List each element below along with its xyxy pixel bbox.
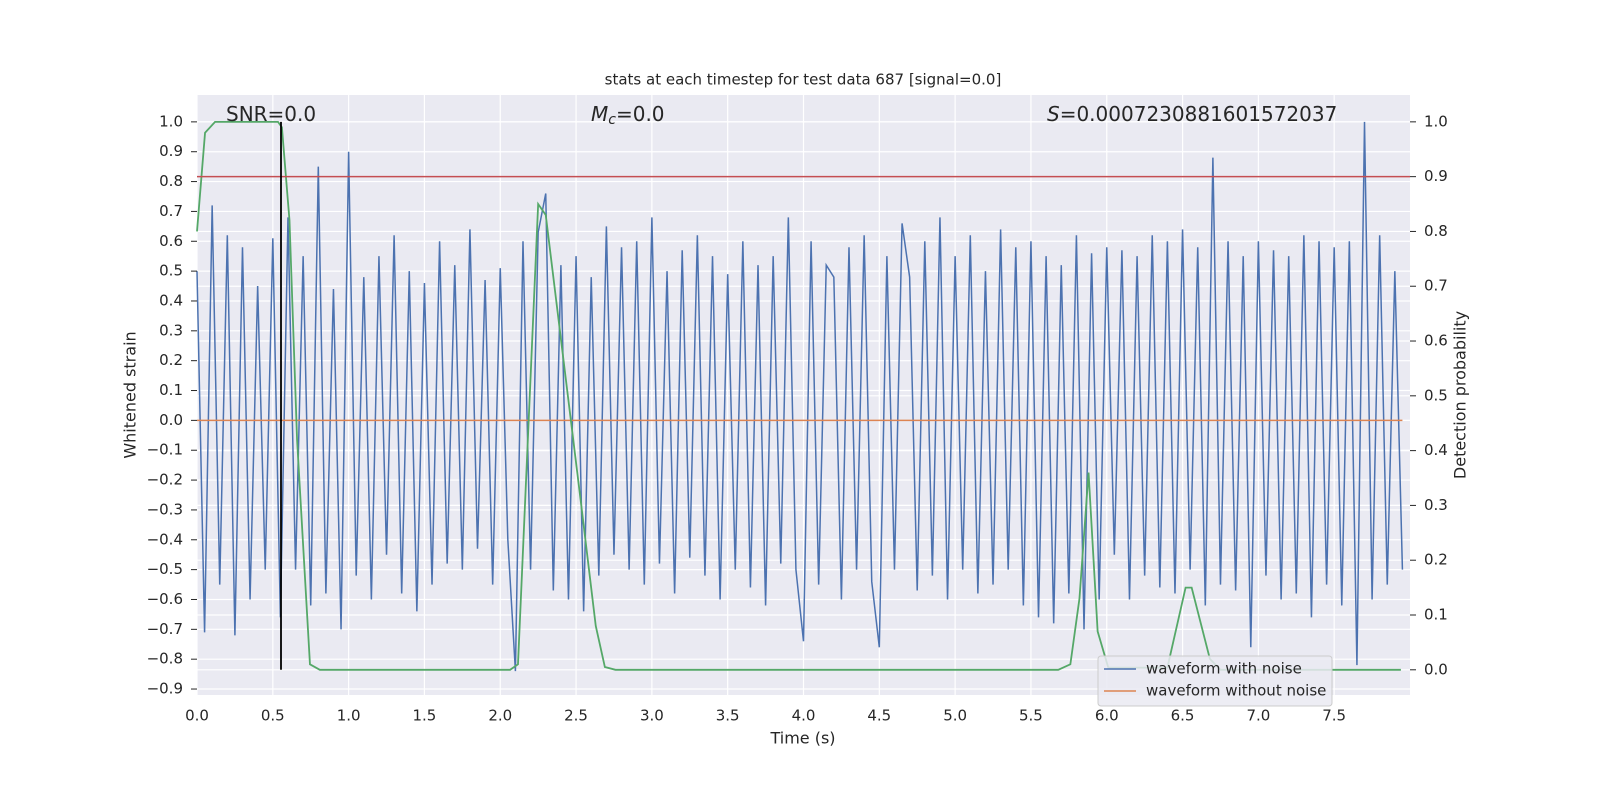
annotation-subscript: c <box>608 112 616 128</box>
y2-tick-label: 0.8 <box>1424 222 1448 240</box>
annotation-symbol: M <box>591 102 608 126</box>
y-tick-label: −0.3 <box>147 500 183 518</box>
x-tick-label: 5.0 <box>943 707 967 725</box>
x-tick-label: 3.5 <box>716 707 740 725</box>
y-tick-label: 0.7 <box>159 202 183 220</box>
y2-axis-label: Detection probability <box>1451 311 1470 479</box>
annotation-text: =0.0007230881601572037 <box>1060 102 1338 126</box>
y2-tick-label: 0.0 <box>1424 660 1448 678</box>
marks <box>196 120 1410 672</box>
series-line <box>196 121 1404 672</box>
x-axis-label: Time (s) <box>769 729 835 748</box>
y-tick-label: 0.6 <box>159 232 183 250</box>
y-tick-label: −0.9 <box>147 680 183 698</box>
legend-label: waveform with noise <box>1146 660 1302 678</box>
chart-title: stats at each timestep for test data 687… <box>605 71 1002 89</box>
legend: waveform with noise waveform without nois… <box>1097 655 1333 707</box>
y-tick-label: −0.1 <box>147 441 183 459</box>
y2-tick-label: 0.3 <box>1424 496 1448 514</box>
x-tick-label: 6.0 <box>1095 707 1119 725</box>
y-tick-label: −0.4 <box>147 530 183 548</box>
x-tick-label: 7.5 <box>1322 707 1346 725</box>
annotation: SNR=0.0 <box>226 102 316 126</box>
x-tick-label: 1.5 <box>413 707 437 725</box>
probability-line <box>196 120 1401 671</box>
x-tick-label: 4.5 <box>867 707 891 725</box>
x-tick-label: 0.0 <box>185 707 209 725</box>
x-tick-label: 3.0 <box>640 707 664 725</box>
y-tick-label: 0.1 <box>159 381 183 399</box>
x-tick-label: 1.0 <box>337 707 361 725</box>
x-tick-label: 4.0 <box>792 707 816 725</box>
y-tick-label: 1.0 <box>159 112 183 130</box>
x-tick-label: 6.5 <box>1171 707 1195 725</box>
y2-tick-label: 0.7 <box>1424 277 1448 295</box>
annotation: S=0.0007230881601572037 <box>1047 102 1337 126</box>
x-tick-label: 2.5 <box>564 707 588 725</box>
y2-tick-label: 0.2 <box>1424 551 1448 569</box>
annotation-symbol: S <box>1047 102 1060 126</box>
y-tick-label: −0.8 <box>147 650 183 668</box>
y2-tick-label: 0.9 <box>1424 167 1448 185</box>
y-tick-label: 0.2 <box>159 351 183 369</box>
y-tick-label: 0.9 <box>159 142 183 160</box>
y-tick-label: −0.6 <box>147 590 183 608</box>
y-tick-label: −0.5 <box>147 560 183 578</box>
y-tick-label: −0.2 <box>147 471 183 489</box>
y-tick-label: −0.7 <box>147 620 183 638</box>
x-tick-label: 2.0 <box>488 707 512 725</box>
y2-tick-label: 0.6 <box>1424 332 1448 350</box>
y2-tick-label: 1.0 <box>1424 112 1448 130</box>
y-tick-label: 0.0 <box>159 411 183 429</box>
y-tick-label: 0.4 <box>159 291 183 309</box>
legend-label: waveform without noise <box>1146 682 1326 700</box>
y-tick-label: 0.5 <box>159 262 183 280</box>
y2-tick-label: 0.4 <box>1424 441 1448 459</box>
x-tick-label: 5.5 <box>1019 707 1043 725</box>
y2-tick-label: 0.1 <box>1424 606 1448 624</box>
annotation: Mc=0.0 <box>591 102 665 129</box>
legend-box <box>1097 655 1333 707</box>
y-tick-label: 0.8 <box>159 172 183 190</box>
x-tick-label: 0.5 <box>261 707 285 725</box>
annotation-text: =0.0 <box>616 102 665 126</box>
y-axis-label: Whitened strain <box>121 331 140 458</box>
annotation-text: SNR=0.0 <box>226 102 316 126</box>
y2-tick-label: 0.5 <box>1424 386 1448 404</box>
y-tick-label: 0.3 <box>159 321 183 339</box>
x-tick-label: 7.0 <box>1246 707 1270 725</box>
